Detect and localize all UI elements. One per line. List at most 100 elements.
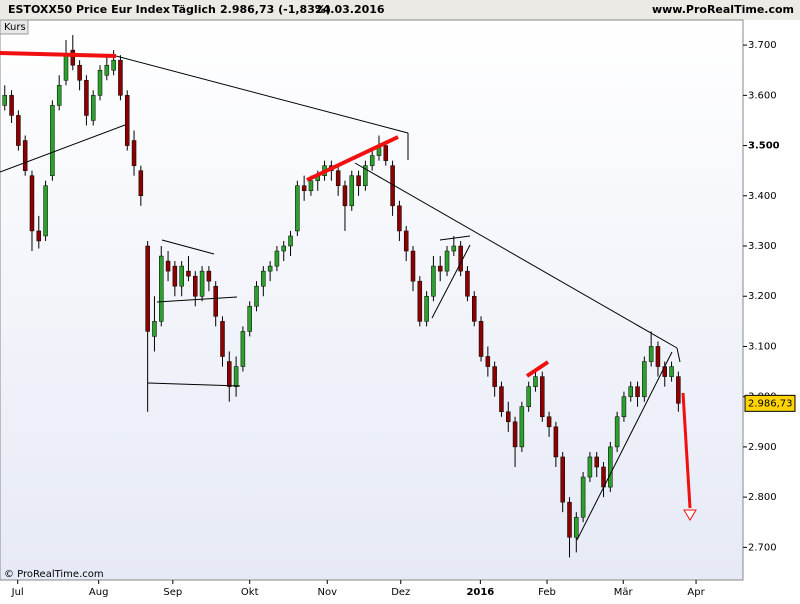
candle-body [369,155,375,166]
x-tick-label: Dez [391,587,410,598]
candle-body [281,245,286,252]
candle-body [138,170,144,197]
candle-body [104,64,110,76]
candle-body [471,295,477,322]
candle-body [186,270,191,277]
trendline [439,235,471,241]
last-price-label: 2.986,73 [748,398,793,409]
candle-body [628,386,633,397]
candle-body [431,265,436,297]
candle-body [9,95,14,116]
candle-body [614,416,620,448]
red-lines [0,51,692,509]
x-tick-label: 2016 [466,587,494,598]
y-tick-label: 3.200 [748,291,777,302]
x-tick-label: Jul [11,587,24,598]
site: www.ProRealTime.com [652,3,794,16]
candle-body [635,386,640,397]
candle-body [145,245,150,332]
candle-body [349,175,355,207]
candle-body [567,501,572,538]
candle-body [356,175,361,186]
candle-body [193,275,198,297]
quote: 2.986,73 (-1,83%) [220,3,331,16]
candle-body [397,205,402,232]
red-line [306,135,399,182]
candle-body [553,426,559,458]
candle-body [335,170,341,186]
candle-body [512,421,518,448]
candle-body [206,270,212,282]
candle-body [574,516,579,538]
instrument: ESTOXX50 Price Eur Index [8,3,170,16]
candle-body [254,285,259,307]
y-tick-label: 3.100 [748,341,777,352]
header-bar [0,0,800,20]
red-line [0,51,117,58]
candle-body [308,180,314,192]
x-tick-label: Feb [538,587,556,598]
candle-body [451,245,457,252]
candle-body [2,95,8,106]
panel-label: Kurs [4,22,26,33]
candle-body [485,356,491,367]
candle-body [84,80,89,116]
trendline [676,347,681,363]
candle-body [165,260,171,272]
candle-body [642,361,647,397]
candle-body [179,265,184,287]
candle-body [560,456,565,503]
candle-body [288,235,293,247]
y-tick-label: 3.300 [748,241,777,252]
trendline [431,244,471,319]
candle-body [240,331,246,367]
copyright: © ProRealTime.com [4,569,104,580]
candle-body [669,366,674,377]
candle-body [16,115,21,146]
candle-body [295,185,300,232]
candle-body [43,185,48,237]
panel-label-box [0,19,29,35]
candle-body [437,265,443,272]
red-line [525,360,550,378]
x-tick-label: Sep [163,587,182,598]
y-tick-label: 3.400 [748,191,777,202]
candle-body [36,230,42,242]
candle-body [424,295,429,322]
candle-body [301,185,307,192]
candle-body [56,85,62,106]
trendline [354,162,678,349]
candle-body [233,366,239,387]
candle-body [383,145,389,161]
candle-body [478,321,484,357]
candle-body [50,105,55,176]
candle-body [587,456,593,478]
y-tick-label: 2.800 [748,492,777,503]
x-tick-label: Nov [318,587,338,598]
candle-body [199,270,205,297]
candle-body [465,270,470,297]
candle-body [159,255,164,322]
candle-body [546,416,552,428]
candle-body [608,446,613,488]
plot-area [0,19,744,581]
candle-body [540,376,545,418]
candle-body [152,321,157,337]
candle-body [621,396,627,418]
candle-body [63,54,69,81]
candle-body [247,306,252,332]
x-tick-label: Okt [241,587,259,598]
candle-body [676,376,681,404]
trendline [156,296,238,303]
x-tick-label: Apr [687,587,705,598]
trendline [161,239,215,255]
candle-body [227,361,232,387]
candle-body [594,456,599,468]
trendline [0,124,126,173]
date: 24.03.2016 [315,3,385,16]
candle-body [90,95,96,121]
last-price-box [744,394,796,412]
trendlines [0,55,681,541]
candle-body [655,346,661,367]
